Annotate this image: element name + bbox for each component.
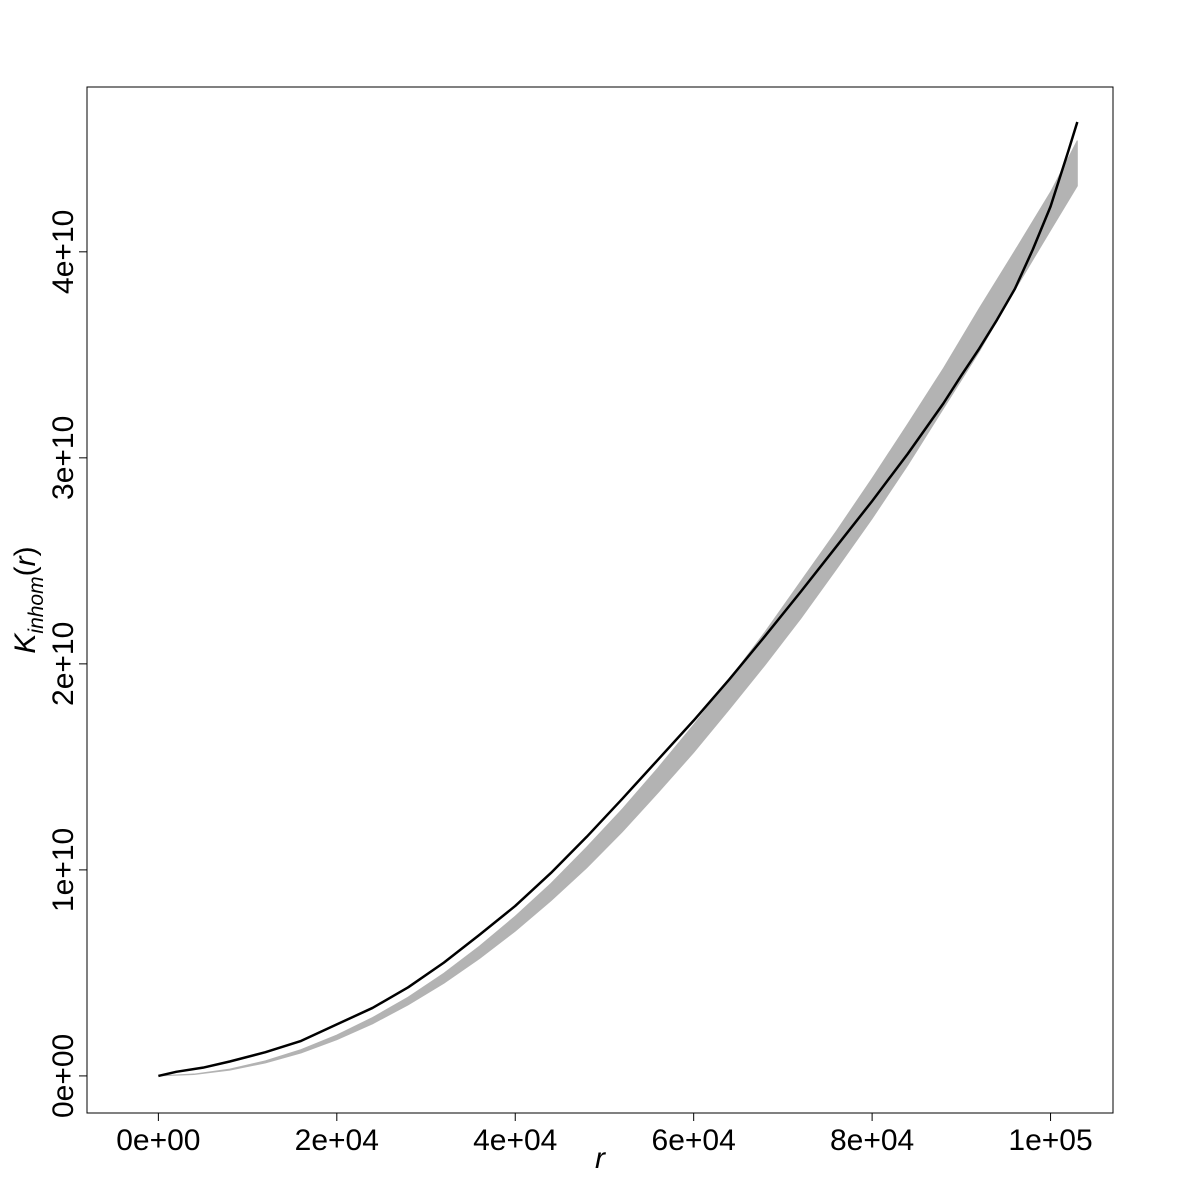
x-axis: 0e+00 2e+04 4e+04 6e+04 8e+04 1e+05 xyxy=(116,1112,1093,1157)
y-axis-title-open-paren: ( xyxy=(9,566,42,576)
y-tick-label: 2e+10 xyxy=(47,622,80,706)
y-axis-title-base: K xyxy=(9,632,42,654)
y-axis: 0e+00 1e+10 2e+10 3e+10 4e+10 xyxy=(47,210,88,1118)
envelope-layer xyxy=(158,140,1078,1077)
x-tick-label: 1e+05 xyxy=(1008,1124,1092,1157)
x-tick-label: 8e+04 xyxy=(830,1124,914,1157)
observed-k-inhom-line xyxy=(158,121,1079,1078)
x-tick-label: 2e+04 xyxy=(295,1124,379,1157)
simulation-envelope xyxy=(158,140,1078,1077)
y-tick-label: 1e+10 xyxy=(47,828,80,912)
y-axis-title: Kinhom(r) xyxy=(9,546,48,653)
y-axis-title-arg: r xyxy=(9,555,42,566)
x-tick-label: 4e+04 xyxy=(473,1124,557,1157)
y-tick-label: 0e+00 xyxy=(47,1034,80,1118)
y-axis-title-subscript: inhom xyxy=(25,576,48,633)
line-layer xyxy=(158,121,1079,1078)
y-axis-title-close-paren: ) xyxy=(9,546,42,556)
y-tick-label: 3e+10 xyxy=(47,416,80,500)
x-tick-label: 0e+00 xyxy=(116,1124,200,1157)
x-tick-label: 6e+04 xyxy=(652,1124,736,1157)
y-tick-label: 4e+10 xyxy=(47,210,80,294)
x-axis-title: r xyxy=(595,1142,606,1175)
